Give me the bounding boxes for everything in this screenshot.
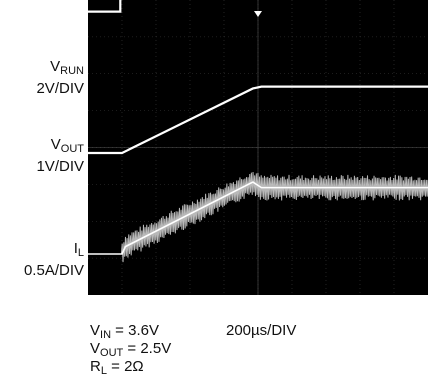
condition-vout: VOUT = 2.5V (90, 340, 172, 360)
graticule (88, 0, 428, 295)
condition-rl: RL = 2Ω (90, 358, 144, 378)
label-vrun: VRUN 2V/DIV (36, 58, 84, 97)
label-il: IL 0.5A/DIV (23, 240, 84, 279)
scope-screen (88, 0, 428, 295)
condition-vin: VIN = 3.6V (90, 322, 159, 342)
time-scale: 200µs/DIV (226, 322, 297, 339)
trace-vout (88, 85, 428, 155)
trace-il (88, 181, 428, 255)
trigger-marker (254, 11, 262, 17)
trace-run (88, 0, 122, 13)
label-vout: VOUT 1V/DIV (36, 136, 84, 175)
traces (88, 0, 428, 263)
trace-il-ripple (88, 171, 428, 263)
